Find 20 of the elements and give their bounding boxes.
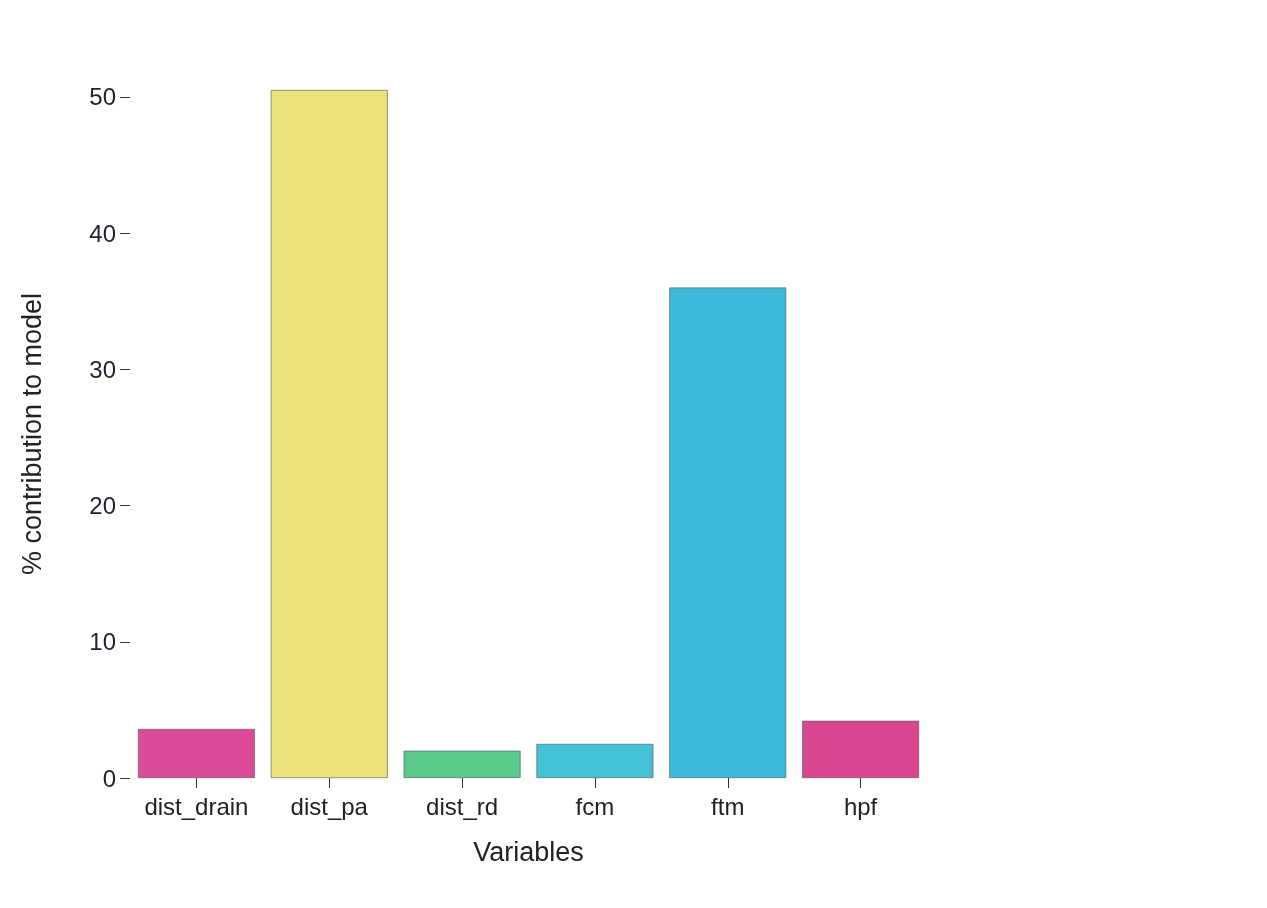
- bar: [137, 728, 255, 778]
- bar: [403, 750, 521, 778]
- bar: [802, 720, 920, 778]
- x-axis-title: Variables: [473, 836, 584, 867]
- y-tick-label: 0: [102, 764, 116, 792]
- x-tick-label: hpf: [843, 792, 878, 820]
- x-tick-label: ftm: [711, 792, 745, 820]
- y-tick-label: 20: [89, 492, 116, 520]
- y-tick-label: 50: [89, 83, 116, 111]
- bar: [536, 743, 654, 778]
- x-tick-label: dist_drain: [144, 792, 249, 820]
- bar: [669, 287, 787, 778]
- bar: [270, 90, 388, 778]
- x-tick-label: dist_pa: [290, 792, 369, 820]
- y-axis-title: % contribution to model: [16, 292, 47, 576]
- y-tick-label: 10: [89, 628, 116, 656]
- x-tick-label: fcm: [575, 792, 615, 820]
- y-tick-label: 40: [89, 219, 116, 247]
- x-tick-label: dist_rd: [426, 792, 499, 820]
- y-tick-label: 30: [89, 355, 116, 383]
